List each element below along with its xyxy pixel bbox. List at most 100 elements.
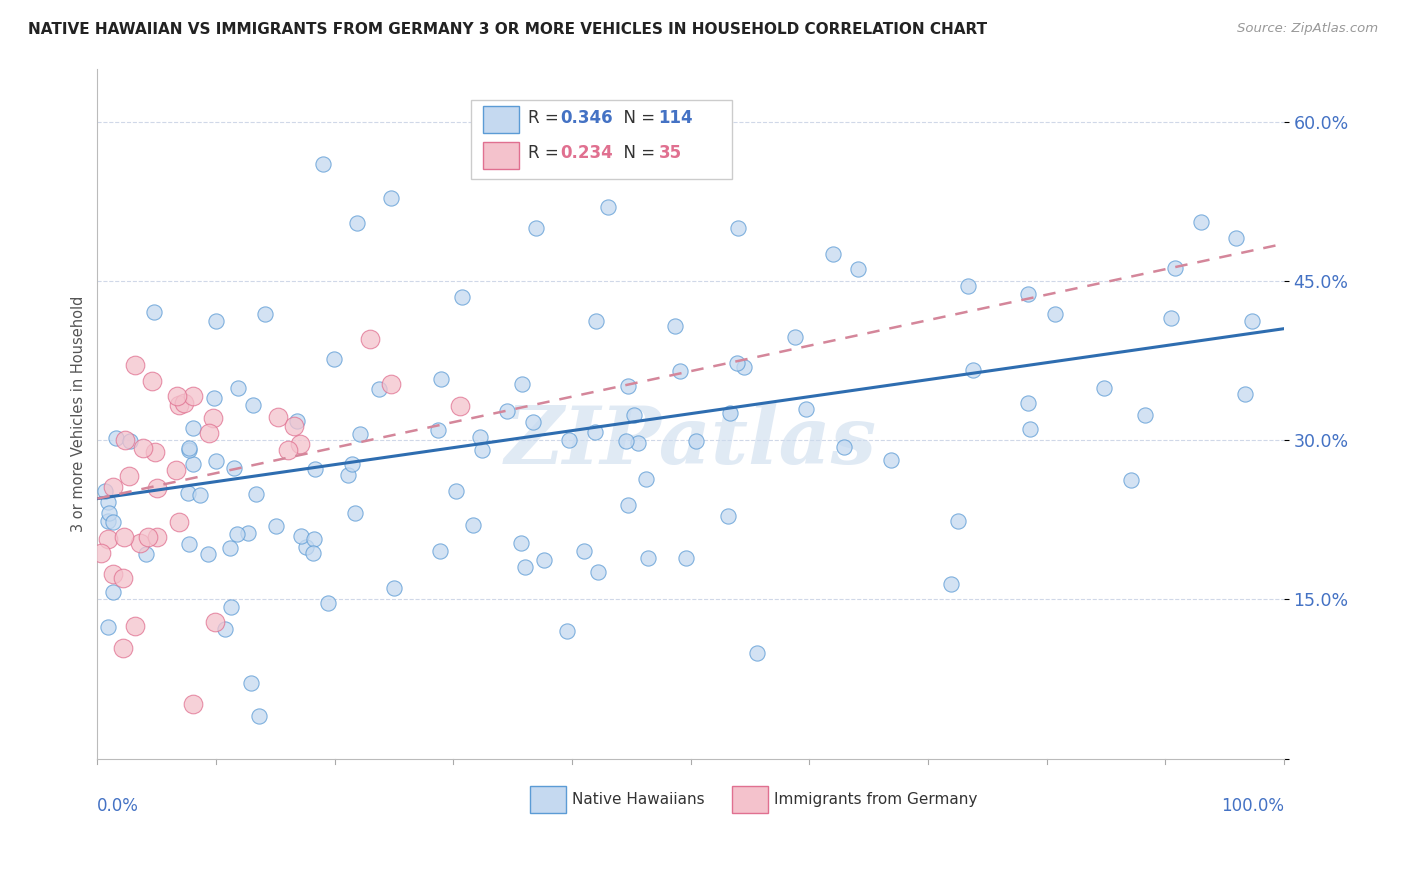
Point [128, 535, 150, 549]
Point [226, 526, 249, 541]
FancyBboxPatch shape [484, 143, 519, 169]
Point [718, 407, 741, 421]
Point [247, 709, 270, 723]
Point [101, 516, 124, 530]
Text: Source: ZipAtlas.com: Source: ZipAtlas.com [1237, 22, 1378, 36]
Point [446, 484, 468, 499]
Point [202, 391, 225, 405]
Point [1135, 408, 1157, 422]
Point [614, 434, 637, 449]
Text: Native Hawaiians: Native Hawaiians [572, 792, 704, 807]
Point [165, 463, 187, 477]
Point [90, 546, 112, 560]
Point [1043, 307, 1066, 321]
Point [1121, 473, 1143, 487]
Text: 114: 114 [658, 109, 693, 127]
Point [510, 376, 533, 391]
Point [302, 546, 325, 560]
Point [285, 414, 308, 428]
Point [524, 220, 547, 235]
Point [245, 487, 267, 501]
Point [104, 431, 127, 445]
Point [725, 356, 748, 370]
Point [142, 304, 165, 318]
Point [169, 515, 191, 529]
Point [181, 421, 204, 435]
Point [135, 547, 157, 561]
Text: R =: R = [529, 145, 564, 162]
Point [496, 404, 519, 418]
Point [188, 488, 211, 502]
FancyBboxPatch shape [733, 787, 768, 813]
FancyBboxPatch shape [484, 106, 519, 133]
Text: 0.346: 0.346 [560, 109, 613, 127]
Point [242, 398, 264, 412]
Point [1094, 381, 1116, 395]
Point [205, 314, 228, 328]
Point [266, 409, 288, 424]
Point [94, 483, 117, 498]
Text: ZIPatlas: ZIPatlas [505, 402, 877, 480]
Point [785, 330, 807, 344]
Point [302, 532, 325, 546]
Point [124, 358, 146, 372]
Point [346, 216, 368, 230]
Point [596, 200, 619, 214]
Point [283, 418, 305, 433]
Point [380, 191, 402, 205]
Point [264, 519, 287, 533]
Text: 100.0%: 100.0% [1220, 797, 1284, 814]
Point [112, 640, 135, 655]
Point [214, 622, 236, 636]
Point [176, 486, 198, 500]
Point [468, 430, 491, 444]
Point [557, 433, 579, 447]
Point [634, 472, 657, 486]
Point [344, 506, 367, 520]
Point [219, 541, 242, 556]
Point [586, 565, 609, 579]
Point [463, 517, 485, 532]
Point [222, 461, 245, 475]
Point [557, 624, 579, 639]
Point [294, 540, 316, 554]
Text: N =: N = [613, 145, 661, 162]
Point [583, 425, 606, 439]
Point [112, 531, 135, 545]
FancyBboxPatch shape [471, 100, 733, 179]
Point [664, 319, 686, 334]
Point [956, 279, 979, 293]
Point [322, 352, 344, 367]
Point [1017, 287, 1039, 301]
Point [141, 374, 163, 388]
Point [177, 537, 200, 551]
Point [228, 381, 250, 395]
Point [509, 535, 531, 549]
Point [617, 498, 640, 512]
Point [616, 379, 638, 393]
Point [97, 495, 120, 509]
Point [382, 581, 405, 595]
Text: N =: N = [613, 109, 661, 127]
Point [145, 481, 167, 495]
Point [112, 571, 135, 585]
Point [181, 457, 204, 471]
Point [637, 550, 659, 565]
Point [572, 543, 595, 558]
Point [132, 442, 155, 456]
Point [585, 314, 607, 328]
Point [236, 525, 259, 540]
Point [939, 577, 962, 591]
Point [288, 437, 311, 451]
Point [727, 220, 749, 235]
Point [340, 457, 363, 471]
Point [627, 435, 650, 450]
Point [197, 425, 219, 440]
Point [253, 307, 276, 321]
Point [177, 441, 200, 455]
Point [1225, 231, 1247, 245]
Point [451, 289, 474, 303]
Text: 35: 35 [658, 145, 682, 162]
FancyBboxPatch shape [530, 787, 567, 813]
Point [1017, 396, 1039, 410]
